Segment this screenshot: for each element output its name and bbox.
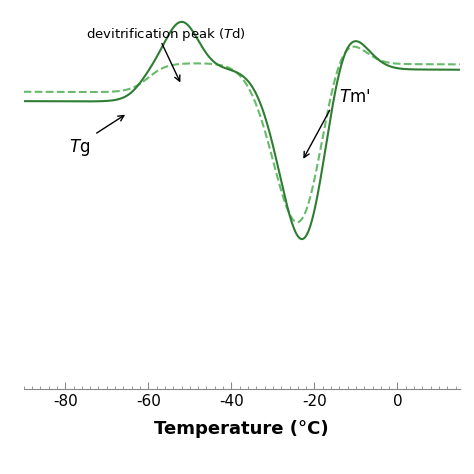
Text: devitrification peak ($\mathit{T}$d): devitrification peak ($\mathit{T}$d) xyxy=(86,26,246,43)
X-axis label: Temperature (°C): Temperature (°C) xyxy=(155,419,329,438)
Text: $\mathit{T}$g: $\mathit{T}$g xyxy=(69,137,91,158)
Text: $\mathit{T}$m': $\mathit{T}$m' xyxy=(339,88,371,106)
